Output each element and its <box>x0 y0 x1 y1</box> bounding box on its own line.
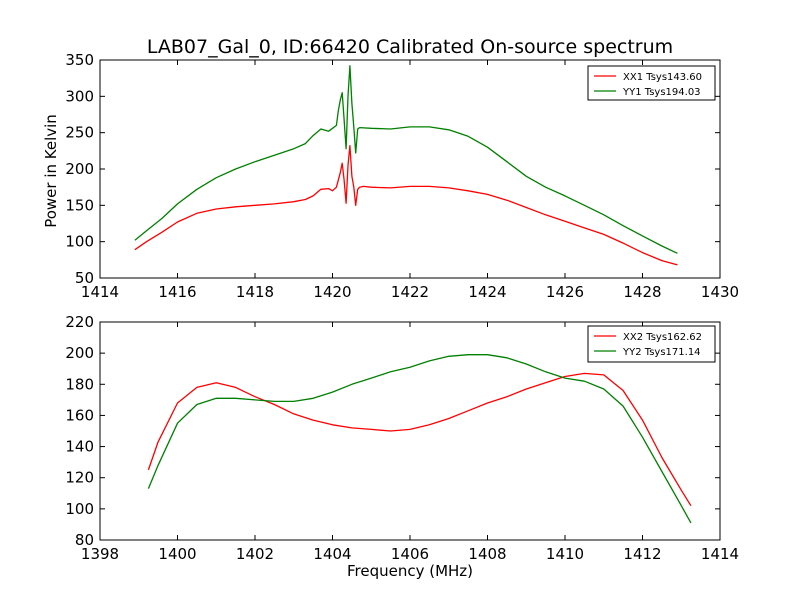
bottom-x-tick-label: 1412 <box>623 545 661 563</box>
bottom-y-tick-label: 160 <box>65 406 94 424</box>
bottom-y-tick-label: 220 <box>65 313 94 331</box>
top-x-tick-label: 1422 <box>391 283 429 301</box>
top-x-tick-label: 1416 <box>158 283 196 301</box>
bottom-plot: 1398 1400 1402 1404 1406 1408 1410 1412 1414 80 10… <box>65 313 739 563</box>
top-x-tick-label: 1426 <box>546 283 584 301</box>
bottom-series-line-2 <box>147 354 692 524</box>
top-plot: 1414 1416 1418 1420 1422 1424 1426 1428 1430 50 10… <box>65 51 739 301</box>
top-y-tick-label: 200 <box>65 160 94 178</box>
bottom-x-tick-label: 1402 <box>236 545 274 563</box>
bottom-x-tick-label: 1410 <box>546 545 584 563</box>
top-y-tick-label: 350 <box>65 51 94 69</box>
top-y-tick-label: 300 <box>65 87 94 105</box>
bottom-x-tick-label: 1398 <box>81 545 119 563</box>
top-x-tick-label: 1420 <box>313 283 351 301</box>
bottom-x-tick-label: 1400 <box>158 545 196 563</box>
top-legend: XX1 Tsys143.60 YY1 Tsys194.03 <box>587 65 716 101</box>
bottom-x-tick-label: 1406 <box>391 545 429 563</box>
top-legend-label-2: YY1 Tsys194.03 <box>622 87 701 98</box>
top-x-tick-label: 1414 <box>81 283 119 301</box>
bottom-y-tick-label: 100 <box>65 500 94 518</box>
bottom-x-tick-label: 1404 <box>313 545 351 563</box>
bottom-x-tick-label: 1408 <box>468 545 506 563</box>
bottom-series-line-1 <box>147 372 692 507</box>
top-y-tick-label: 100 <box>65 233 94 251</box>
top-y-tick-label: 150 <box>65 196 94 214</box>
bottom-legend-label-2: YY2 Tsys171.14 <box>622 347 701 358</box>
top-legend-box <box>587 65 716 101</box>
bottom-legend-box <box>587 325 716 363</box>
bottom-legend-label-1: XX2 Tsys162.62 <box>623 332 702 343</box>
bottom-y-tick-label: 200 <box>65 344 94 362</box>
bottom-y-tick-label: 180 <box>65 375 94 393</box>
bottom-y-tick-label: 80 <box>75 531 94 549</box>
top-series-line-2 <box>134 65 678 254</box>
bottom-y-tick-label: 140 <box>65 438 94 456</box>
top-y-axis-label: Power in Kelvin <box>42 114 60 228</box>
top-x-tick-label: 1430 <box>701 283 739 301</box>
bottom-x-axis-label: Frequency (MHz) <box>347 562 473 580</box>
chart-title: LAB07_Gal_0, ID:66420 Calibrated On-sour… <box>147 36 673 58</box>
top-y-tick-label: 50 <box>75 269 94 287</box>
top-y-tick-label: 250 <box>65 124 94 142</box>
bottom-x-tick-label: 1414 <box>701 545 739 563</box>
bottom-legend: XX2 Tsys162.62 YY2 Tsys171.14 <box>587 325 716 363</box>
bottom-y-tick-label: 120 <box>65 469 94 487</box>
top-series-line-1 <box>134 145 678 266</box>
top-legend-label-1: XX1 Tsys143.60 <box>623 72 702 83</box>
top-x-tick-label: 1428 <box>623 283 661 301</box>
top-x-tick-label: 1424 <box>468 283 506 301</box>
top-x-tick-label: 1418 <box>236 283 274 301</box>
